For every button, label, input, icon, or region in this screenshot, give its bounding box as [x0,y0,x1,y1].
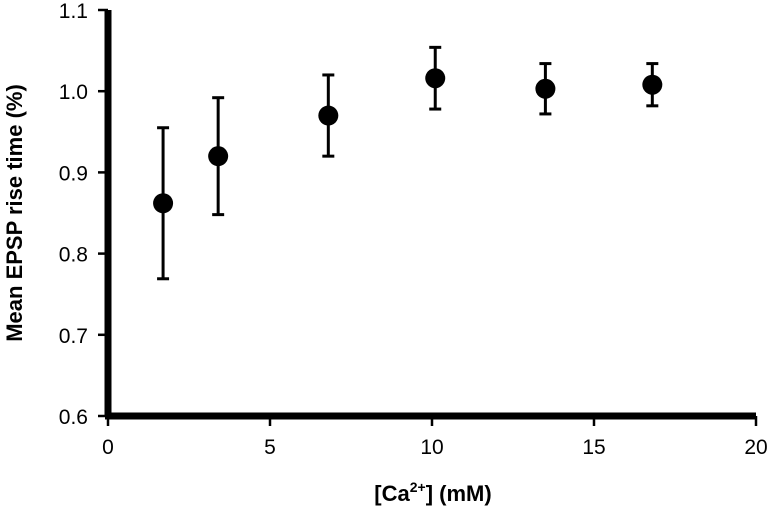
y-tick-label: 0.6 [59,406,88,429]
y-tick-label: 1.1 [59,0,88,23]
x-tick-label: 10 [420,436,443,459]
x-tick-label: 15 [582,436,605,459]
y-tick-label: 0.9 [59,162,88,185]
y-tick-label: 1.0 [59,81,88,104]
x-axis-title: [Ca2+] (mM) [374,479,491,506]
x-tick-label: 5 [264,436,276,459]
y-axis-title: Mean EPSP rise time (%) [2,84,27,342]
data-marks [153,45,663,281]
x-tick-label: 0 [102,436,114,459]
y-tick-label: 0.7 [59,325,88,348]
x-axis-title-superscript: 2+ [410,479,426,495]
data-point [153,193,174,214]
x-axis-ticks: 0 5 10 15 20 [102,416,768,459]
data-point [425,68,446,89]
y-axis-ticks: 0.6 0.7 0.8 0.9 1.0 1.1 [59,0,108,429]
x-axis-title-main: [Ca [374,481,410,506]
x-tick-label: 20 [744,436,767,459]
data-point [535,78,556,99]
data-point [642,74,663,95]
data-point [208,146,229,167]
x-axis-title-suffix: ] (mM) [426,481,492,506]
plot-area: 0 5 10 15 20 0.6 0.7 0.8 0.9 1.0 1.1 [59,0,768,459]
data-point [318,105,339,126]
y-tick-label: 0.8 [59,244,88,267]
